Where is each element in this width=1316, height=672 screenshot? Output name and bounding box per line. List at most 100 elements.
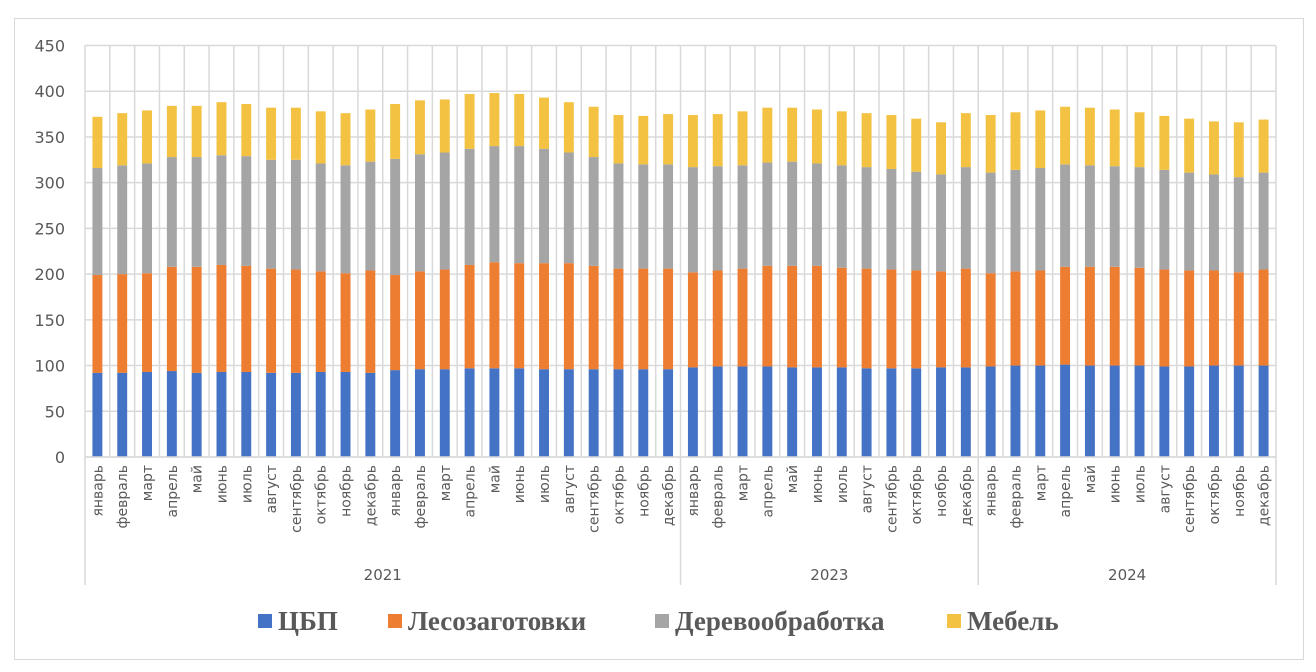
y-tick-label: 400 [34,82,65,101]
bar-segment-logging [812,265,822,368]
bar-segment-logging [92,275,103,373]
bar-segment-logging [787,265,798,368]
bar-segment-cbp [1258,365,1269,457]
x-tick-label: апрель [1058,465,1074,517]
bar-segment-furniture [117,113,128,166]
x-tick-label: декабрь [661,465,677,526]
x-tick-label: март [438,465,454,501]
legend-swatch [258,614,272,628]
x-tick-label: февраль [413,465,429,529]
bar-segment-cbp [142,371,152,457]
bar-segment-logging [687,272,698,368]
x-tick-label: февраль [1008,465,1024,529]
bar-segment-woodworking [886,168,897,270]
bar-segment-cbp [712,366,723,457]
bar-segment-woodworking [1010,169,1021,272]
bar-segment-logging [266,268,277,373]
x-tick-label: июнь [512,465,528,503]
x-tick-label: январь [388,465,404,517]
legend: ЦБП Лесозаготовки Деревообработка Мебель [258,606,1059,636]
x-tick-label: январь [90,465,106,517]
bar-segment-woodworking [1060,164,1071,267]
bar-segment-woodworking [762,162,773,266]
bar-segment-cbp [886,368,897,457]
bar-segment-cbp [514,368,525,457]
bar-segment-cbp [936,367,946,457]
bar-segment-logging [613,268,624,370]
bar-segment-woodworking [514,146,525,264]
bar-segment-logging [1209,270,1219,366]
gridlines [84,44,1277,458]
legend-label: Мебель [967,606,1059,636]
bar-segment-woodworking [539,148,549,264]
bar-segment-cbp [92,372,103,457]
bar-segment-furniture [960,113,971,168]
x-tick-label: февраль [115,465,131,529]
bar-segment-cbp [191,372,202,457]
bar-segment-logging [762,265,773,367]
x-tick-label: август [562,465,578,513]
bar-segment-furniture [836,111,847,166]
bar-segment-logging [1258,269,1269,366]
bar-segment-woodworking [415,154,425,272]
group-label: 2023 [810,566,848,584]
x-tick-label: ноябрь [636,465,652,517]
bar-segment-woodworking [92,168,103,276]
bar-segment-woodworking [1084,165,1095,267]
bar-segment-woodworking [390,158,401,276]
bar-segment-furniture [216,102,227,156]
bar-segment-furniture [886,114,897,169]
bar-segment-cbp [415,369,425,457]
x-tick-label: июль [835,465,851,503]
bar-segment-cbp [836,367,847,457]
bar-segment-cbp [1084,365,1095,457]
bar-segment-logging [514,263,525,369]
bar-segment-furniture [315,111,326,164]
bar-segment-logging [1010,271,1021,366]
y-tick-label: 50 [45,402,65,421]
bar-segment-logging [166,266,177,372]
bar-segment-woodworking [985,172,996,274]
bar-segment-furniture [663,114,674,165]
bar-segment-woodworking [464,148,475,265]
bar-segment-logging [241,265,252,372]
y-tick-label: 250 [34,219,65,238]
bar-segment-furniture [812,109,822,164]
bar-segment-furniture [266,107,277,160]
bar-segment-woodworking [1233,177,1244,273]
bar-segment-logging [663,268,674,370]
bar-segment-logging [1084,266,1095,366]
bar-segment-furniture [1010,112,1021,170]
bar-segment-woodworking [836,165,847,268]
bar-segment-cbp [365,372,376,457]
bar-segment-cbp [1060,364,1071,457]
bar-segment-woodworking [142,163,152,274]
bar-segment-furniture [1134,112,1145,168]
bar-segment-furniture [92,116,103,169]
bar-segment-woodworking [613,163,624,269]
x-tick-label: март [1033,465,1049,501]
bar-segment-cbp [737,366,748,457]
bar-segment-logging [911,270,922,369]
bar-segment-woodworking [861,167,872,269]
bar-segment-logging [836,267,847,368]
bar-segment-cbp [960,367,971,457]
x-tick-label: ноябрь [934,465,950,517]
bar-segment-cbp [216,371,227,457]
bar-segment-furniture [985,114,996,173]
bar-segment-cbp [861,368,872,457]
x-tick-label: март [140,465,156,501]
bar-segment-woodworking [787,161,798,266]
bar-segment-cbp [1010,365,1021,457]
x-tick-label: июль [537,465,553,503]
x-tick-label: октябрь [1207,465,1223,524]
bar-segment-cbp [315,371,326,457]
bar-segment-furniture [563,102,574,153]
legend-label: Лесозаготовки [408,606,586,636]
x-tick-label: ноябрь [1232,465,1248,517]
x-tick-label: ноябрь [339,465,355,517]
legend-swatch [655,614,669,628]
bar-segment-logging [960,268,971,368]
bar-segment-cbp [266,372,277,457]
x-tick-label: август [860,465,876,513]
